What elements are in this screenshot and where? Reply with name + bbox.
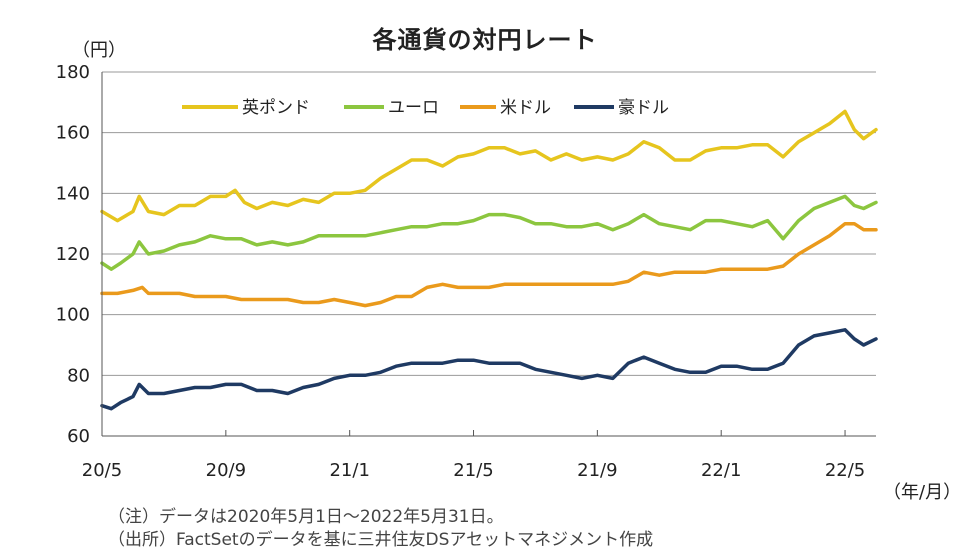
y-tick-label: 140 [56, 183, 90, 204]
series-line-1 [100, 194, 878, 271]
y-tick-label: 120 [56, 244, 90, 265]
footnote-source: （出所）FactSetのデータを基に三井住友DSアセットマネジメント作成 [108, 530, 654, 550]
y-tick-label: 80 [67, 365, 90, 386]
y-tick-label: 160 [56, 123, 90, 144]
y-tick-label: 180 [56, 62, 90, 83]
series-line-0 [100, 109, 878, 223]
footnote-data-period: （注）データは2020年5月1日～2022年5月31日。 [108, 507, 504, 527]
legend: 英ポンド ユーロ 米ドル 豪ドル [182, 97, 669, 118]
x-tick-label: 20/9 [206, 460, 246, 481]
x-tick-label: 21/9 [577, 460, 617, 481]
grid-lines [102, 71, 876, 376]
legend-label: 米ドル [500, 98, 551, 118]
footnotes: （注）データは2020年5月1日～2022年5月31日。 （出所）FactSet… [108, 506, 653, 552]
series-line-3 [100, 328, 878, 411]
x-tick-label: 21/5 [453, 460, 493, 481]
series-line-2 [100, 221, 878, 308]
x-tick-label: 22/5 [825, 460, 865, 481]
x-axis-unit: （年/月） [883, 482, 962, 503]
x-tick-label: 21/1 [329, 460, 369, 481]
legend-label: 英ポンド [242, 98, 310, 118]
x-tick-label: 22/1 [701, 460, 741, 481]
x-tick-label: 20/5 [82, 460, 122, 481]
series-lines [100, 109, 878, 411]
y-tick-label: 100 [56, 305, 90, 326]
axes: 60 80 100 120 140 160 180 20/5 20/9 21/1 21/5 21/9 2… [56, 62, 876, 481]
y-axis-unit: （円） [72, 40, 126, 61]
chart-title: 各通貨の対円レート [372, 26, 598, 54]
legend-label: 豪ドル [618, 97, 669, 118]
legend-label: ユーロ [388, 98, 439, 118]
y-tick-label: 60 [67, 426, 90, 447]
